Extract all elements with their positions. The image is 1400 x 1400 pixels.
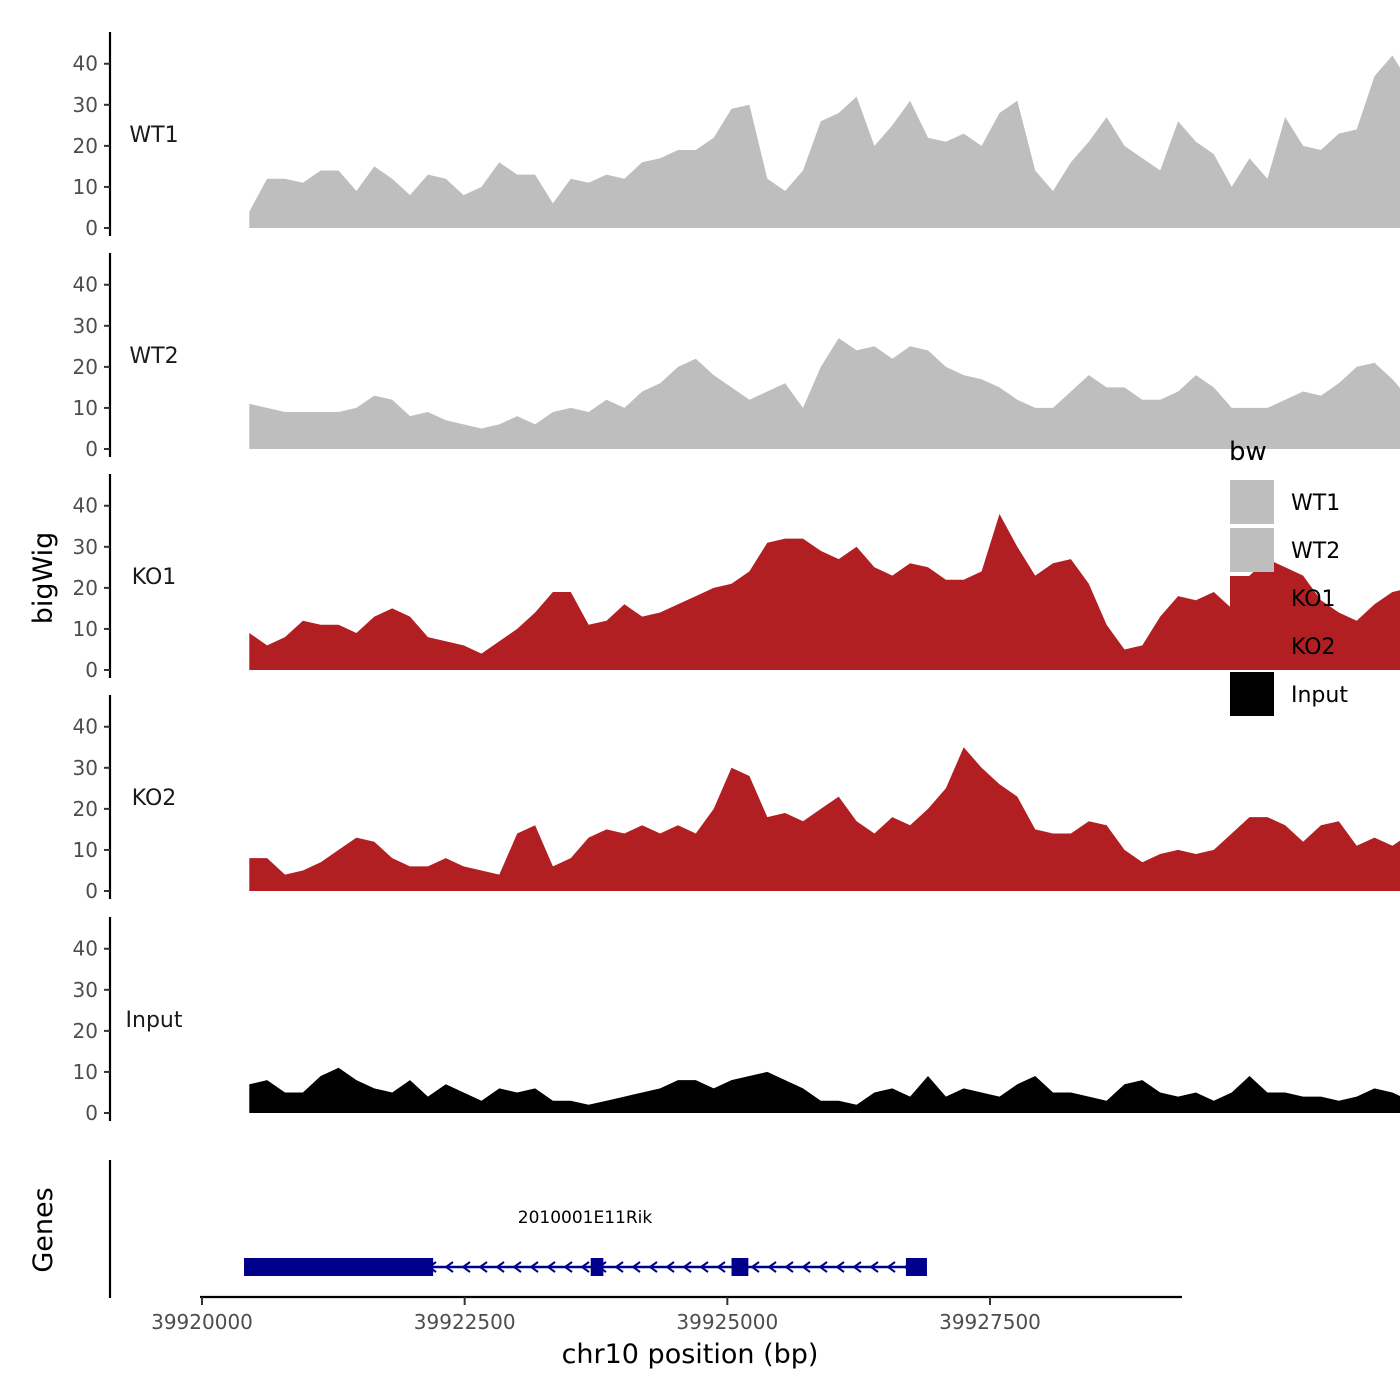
gene-name-label: 2010001E11Rik xyxy=(518,1208,653,1228)
strand-arrow xyxy=(699,1261,709,1273)
strand-arrow xyxy=(750,1261,760,1273)
y-tick-label: 0 xyxy=(85,879,98,903)
legend-label-ko1: KO1 xyxy=(1291,587,1336,612)
x-axis-title: chr10 position (bp) xyxy=(562,1339,819,1370)
track-label-ko1: KO1 xyxy=(132,565,177,590)
y-tick-label: 0 xyxy=(85,216,98,240)
strand-arrow xyxy=(818,1261,828,1273)
y-tick-label: 0 xyxy=(85,437,98,461)
track-wt1: 0 10 20 30 40 WT1 xyxy=(73,32,1400,240)
track-label-input: Input xyxy=(126,1008,183,1033)
y-tick-label: 10 xyxy=(73,838,98,862)
y-tick-label: 30 xyxy=(73,756,98,780)
y-tick-label: 20 xyxy=(73,134,98,158)
legend-swatch-ko1 xyxy=(1230,576,1274,620)
legend-swatch-wt1 xyxy=(1230,480,1274,524)
strand-arrow xyxy=(716,1261,726,1273)
tracks-group: 0 10 20 30 40 WT1 0 10 20 30 40 WT2 0 10 20 30 40 KO1 0 10 2… xyxy=(73,32,1400,1125)
y-tick-label: 40 xyxy=(73,494,98,518)
area-series-input xyxy=(249,1067,1400,1113)
strand-arrow xyxy=(512,1261,522,1273)
y-tick-label: 0 xyxy=(85,1101,98,1125)
strand-arrow xyxy=(784,1261,794,1273)
strand-arrow xyxy=(563,1261,573,1273)
y-tick-label: 40 xyxy=(73,715,98,739)
strand-arrow xyxy=(835,1261,845,1273)
strand-arrow xyxy=(852,1261,862,1273)
strand-arrow xyxy=(886,1261,896,1273)
legend-swatch-input xyxy=(1230,672,1274,716)
track-wt2: 0 10 20 30 40 WT2 xyxy=(73,253,1400,461)
legend-label-input: Input xyxy=(1291,683,1348,708)
legend-label-ko2: KO2 xyxy=(1291,635,1336,660)
y-tick-label: 30 xyxy=(73,93,98,117)
x-tick-label: 39922500 xyxy=(414,1310,516,1334)
y-tick-label: 40 xyxy=(73,52,98,76)
strand-arrow xyxy=(529,1261,539,1273)
y-tick-label: 20 xyxy=(73,355,98,379)
track-label-ko2: KO2 xyxy=(132,786,177,811)
gene-exon xyxy=(905,1258,927,1276)
y-tick-label: 20 xyxy=(73,797,98,821)
legend-label-wt1: WT1 xyxy=(1291,491,1340,516)
track-input: 0 10 20 30 40 Input xyxy=(73,917,1400,1125)
legend-swatch-wt2 xyxy=(1230,528,1274,572)
legend: bw WT1 WT2 KO1 KO2 Input xyxy=(1229,437,1348,716)
y-tick-label: 10 xyxy=(73,1060,98,1084)
x-tick-label: 39920000 xyxy=(151,1310,253,1334)
y-tick-label: 20 xyxy=(73,576,98,600)
x-axis: chr10 position (bp) 39920000 39922500 3992… xyxy=(151,1295,1182,1370)
strand-arrow xyxy=(495,1261,505,1273)
gene-model xyxy=(244,1258,927,1276)
strand-arrow xyxy=(631,1261,641,1273)
strand-arrow xyxy=(461,1261,471,1273)
y-tick-label: 30 xyxy=(73,314,98,338)
y-axis-title: bigWig xyxy=(28,532,59,625)
track-label-wt1: WT1 xyxy=(129,123,178,148)
x-tick-label: 39925000 xyxy=(676,1310,778,1334)
y-tick-label: 20 xyxy=(73,1019,98,1043)
strand-arrow xyxy=(546,1261,556,1273)
strand-arrow xyxy=(648,1261,658,1273)
strand-arrow xyxy=(869,1261,879,1273)
area-series-wt1 xyxy=(249,55,1400,228)
strand-arrow xyxy=(614,1261,624,1273)
y-tick-label: 30 xyxy=(73,978,98,1002)
track-ko1: 0 10 20 30 40 KO1 xyxy=(73,474,1400,682)
area-series-ko2 xyxy=(249,747,1400,891)
track-ko2: 0 10 20 30 40 KO2 xyxy=(73,695,1400,903)
gene-exon xyxy=(731,1258,749,1276)
gene-exon xyxy=(244,1258,434,1276)
y-tick-label: 30 xyxy=(73,535,98,559)
y-tick-label: 40 xyxy=(73,937,98,961)
track-label-wt2: WT2 xyxy=(129,344,178,369)
gene-panel-title: Genes xyxy=(28,1187,59,1272)
area-series-wt2 xyxy=(249,338,1400,449)
gene-exon xyxy=(590,1258,604,1276)
area-series-ko1 xyxy=(249,514,1400,670)
legend-swatch-ko2 xyxy=(1230,624,1274,668)
gene-panel: 2010001E11Rik xyxy=(108,1160,927,1298)
legend-title: bw xyxy=(1229,437,1267,467)
strand-arrow xyxy=(444,1261,454,1273)
legend-label-wt2: WT2 xyxy=(1291,539,1340,564)
y-tick-label: 10 xyxy=(73,175,98,199)
strand-arrow xyxy=(682,1261,692,1273)
strand-arrow xyxy=(580,1261,590,1273)
strand-arrow xyxy=(801,1261,811,1273)
x-tick-label: 39927500 xyxy=(939,1310,1041,1334)
y-tick-label: 10 xyxy=(73,617,98,641)
y-tick-label: 40 xyxy=(73,273,98,297)
y-tick-label: 0 xyxy=(85,658,98,682)
strand-arrow xyxy=(767,1261,777,1273)
strand-arrow xyxy=(665,1261,675,1273)
strand-arrow xyxy=(478,1261,488,1273)
y-tick-label: 10 xyxy=(73,396,98,420)
